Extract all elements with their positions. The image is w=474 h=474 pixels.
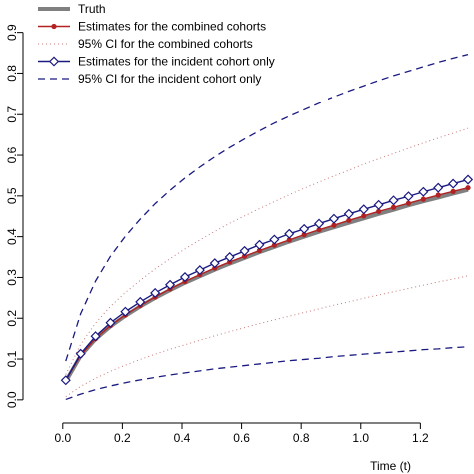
legend-label: Estimates for the incident cohort only — [78, 55, 275, 69]
y-tick-label: 0.3 — [5, 269, 19, 286]
series-3-point — [105, 317, 116, 328]
series-3-point — [150, 287, 161, 298]
series-3-point — [403, 191, 414, 202]
series-2-lower-line — [65, 275, 469, 397]
x-tick-label: 0.6 — [233, 431, 250, 445]
series-1-point — [301, 232, 307, 238]
series-3-point — [90, 331, 101, 342]
legend-label: 95% CI for the incident cohort only — [78, 72, 261, 86]
series-1-point — [405, 200, 412, 206]
series-1-point — [271, 242, 277, 248]
y-tick-label: 0.9 — [5, 24, 19, 41]
series-3-point — [179, 271, 191, 283]
y-tick-label: 0.2 — [5, 310, 19, 327]
series-1-point — [286, 237, 292, 243]
series-1-point — [435, 192, 441, 198]
x-tick-label: 1.2 — [412, 431, 429, 445]
series-1-point — [346, 217, 352, 223]
x-tick-label: 0.2 — [114, 431, 131, 445]
series-1-point — [331, 222, 337, 228]
series-1-point — [316, 227, 322, 233]
y-tick-label: 0.0 — [5, 391, 19, 408]
series-3-point — [75, 348, 86, 359]
y-tick-label: 0.5 — [5, 187, 19, 204]
legend-label: 95% CI for the combined cohorts — [78, 37, 253, 51]
series-3-point — [224, 251, 235, 263]
series-3-point — [328, 213, 340, 224]
series-3-point — [209, 258, 220, 269]
series-3-point — [433, 182, 444, 193]
series-3-point — [254, 239, 265, 250]
plot-lines — [60, 54, 474, 401]
series-1-point — [465, 185, 471, 191]
series-3-point — [448, 178, 459, 189]
series-3-point — [314, 218, 325, 229]
x-tick-label: 0.4 — [174, 431, 191, 445]
x-tick-label: 0.8 — [293, 431, 310, 445]
series-3-point — [194, 265, 205, 276]
series-3-point — [239, 245, 250, 256]
y-tick-label: 0.6 — [5, 146, 19, 163]
series-3-point — [120, 306, 131, 317]
series-3-point — [343, 208, 354, 219]
series-4-lower-line — [65, 346, 469, 401]
series-1-point — [376, 208, 382, 214]
series-3-point — [284, 228, 295, 239]
legend-label: Estimates for the combined cohorts — [78, 20, 266, 34]
y-tick-label: 0.8 — [5, 65, 19, 82]
series-3-point — [418, 186, 429, 197]
series-3-point — [373, 199, 384, 210]
y-tick-label: 0.7 — [5, 106, 19, 123]
series-3-line — [65, 178, 469, 381]
legend-swatch-marker — [48, 56, 60, 67]
series-3-point — [299, 223, 310, 234]
series-3-point — [135, 296, 146, 307]
x-axis-label: Time (t) — [370, 459, 411, 473]
x-tick-label: 1.0 — [352, 431, 369, 445]
series-3-point — [165, 279, 176, 290]
series-1-point — [256, 247, 263, 254]
series-1-point — [420, 196, 426, 202]
x-tick-label: 0.0 — [54, 431, 71, 445]
series-3-point — [462, 174, 474, 185]
legend-label: Truth — [78, 2, 106, 16]
series-0-line — [64, 187, 469, 383]
series-1-point — [450, 188, 456, 194]
legend-swatch-marker — [51, 23, 57, 30]
series-3-point — [388, 195, 399, 206]
y-tick-label: 0.4 — [5, 228, 19, 245]
axes: 0.0 0.2 0.4 0.6 0.8 1.0 1.2 0.0 0.1 0.2 0.3 0.4 0.5 0… — [5, 24, 429, 445]
series-1-point — [390, 204, 397, 210]
series-3-point — [358, 204, 369, 215]
series-1-point — [241, 253, 248, 259]
series-1-point — [361, 213, 367, 219]
legend-background — [28, 0, 328, 102]
series-1-line — [65, 187, 469, 381]
series-3-point — [60, 375, 71, 386]
series-3-point — [269, 234, 280, 245]
y-tick-label: 0.1 — [5, 350, 19, 367]
series-4-upper-line — [65, 54, 469, 362]
legend: Truth Estimates for the combined cohorts 9… — [28, 0, 328, 102]
